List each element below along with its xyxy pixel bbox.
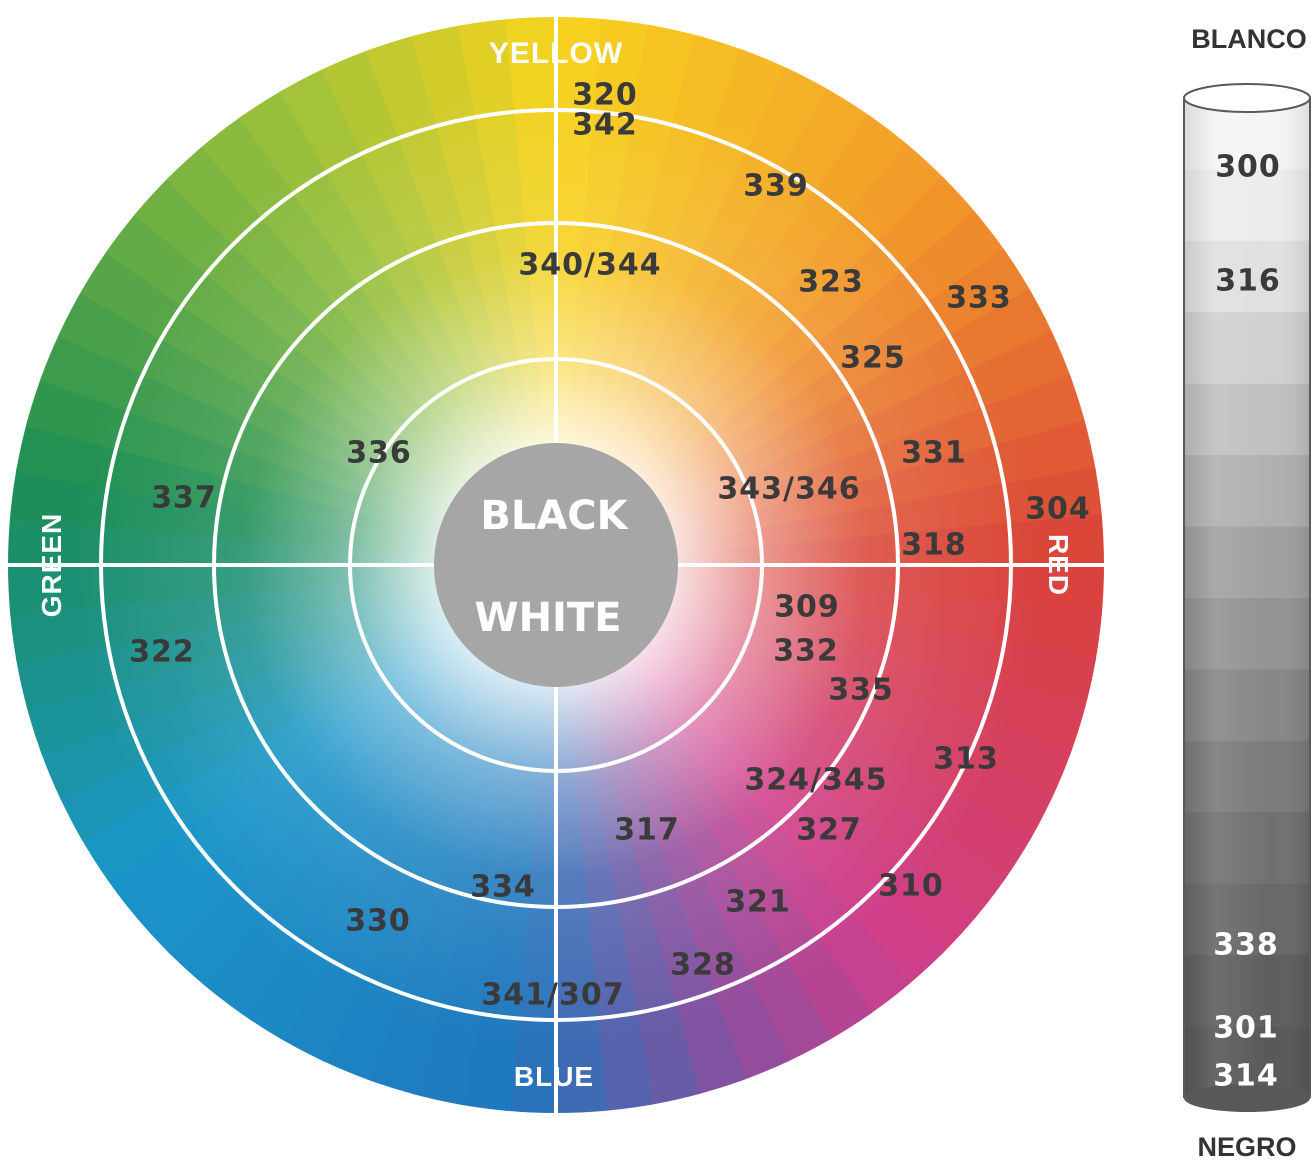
code-label: 342	[572, 107, 638, 143]
bar-code-label: 338	[1213, 927, 1279, 963]
code-label: 333	[946, 280, 1012, 316]
green-axis-label: GREEN	[36, 512, 67, 618]
code-label: 334	[470, 869, 536, 905]
code-label: 332	[773, 633, 839, 669]
code-label: 313	[933, 741, 999, 777]
code-label: 331	[901, 435, 967, 471]
center-label-black: BLACK	[480, 493, 628, 539]
gray-scale-bar	[1183, 83, 1311, 1112]
center-label-white: WHITE	[474, 595, 622, 641]
blue-axis-label: BLUE	[513, 1061, 595, 1092]
code-label: 336	[346, 435, 412, 471]
code-label: 325	[840, 340, 906, 376]
code-label: 343/346	[717, 471, 861, 507]
code-label: 328	[670, 947, 736, 983]
code-label: 339	[743, 168, 809, 204]
code-label: 321	[725, 884, 791, 920]
center-disc	[434, 443, 678, 687]
code-label: 337	[151, 480, 217, 516]
bar-bottom-cap	[1184, 1084, 1310, 1112]
code-label: 320	[572, 77, 638, 113]
code-label: 335	[828, 672, 894, 708]
code-label: 310	[878, 868, 944, 904]
blanco-label: BLANCO	[1191, 24, 1307, 54]
bar-code-label: 300	[1215, 149, 1281, 185]
bar-top-cap	[1183, 83, 1311, 113]
code-label: 324/345	[744, 762, 888, 798]
code-label: 318	[901, 527, 967, 563]
code-label: 323	[798, 264, 864, 300]
red-axis-label: RED	[1043, 533, 1074, 597]
yellow-axis-label: YELLOW	[488, 37, 624, 70]
code-label: 317	[614, 812, 680, 848]
bar-code-label: 316	[1215, 263, 1281, 299]
code-label: 304	[1025, 491, 1091, 527]
code-label: 327	[796, 812, 862, 848]
negro-label: NEGRO	[1197, 1132, 1297, 1162]
code-label: 309	[774, 589, 840, 625]
code-label: 341/307	[481, 977, 625, 1013]
code-label: 322	[129, 634, 195, 670]
bar-code-label: 314	[1213, 1058, 1279, 1094]
bar-code-label: 301	[1213, 1010, 1279, 1046]
code-label: 340/344	[518, 247, 662, 283]
code-label: 330	[345, 903, 411, 939]
